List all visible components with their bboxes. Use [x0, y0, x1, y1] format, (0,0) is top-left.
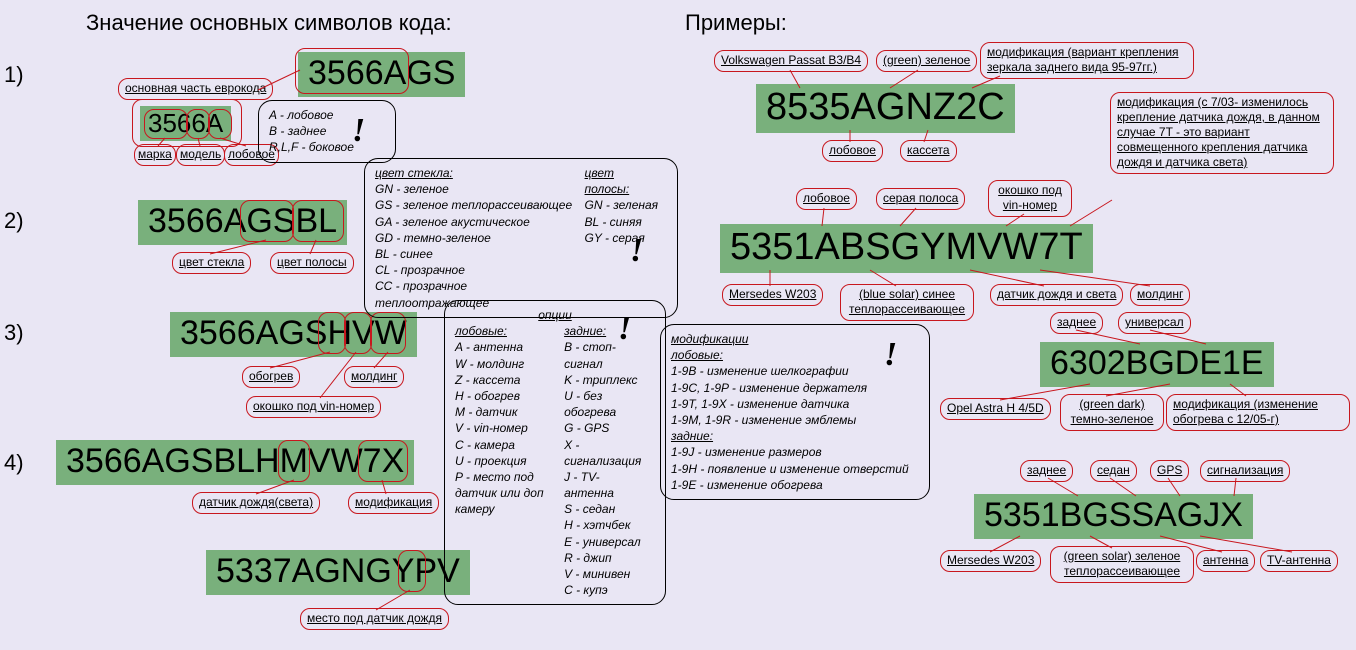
- bubble-mold: молдинг: [344, 366, 404, 388]
- legend-options: опции лобовые: A - антенна W - молдинг Z…: [444, 300, 666, 605]
- bubble-e4-car: Mersedes W203: [940, 550, 1041, 572]
- rownum-3: 3): [4, 320, 24, 346]
- bubble-vin: окошко под vin-номер: [246, 396, 381, 418]
- ring-bl: [292, 200, 344, 242]
- bubble-base-text: основная часть еврокода: [125, 81, 266, 95]
- rownum-1: 1): [4, 62, 24, 88]
- ring-base-on-c1: [295, 48, 409, 94]
- bubble-heat: обогрев: [242, 366, 300, 388]
- excl-4: !: [884, 336, 897, 374]
- bubble-mod: модификация: [348, 492, 439, 514]
- ring-v: [344, 312, 372, 354]
- bubble-e2-vin: окошко под vin-номер: [988, 180, 1072, 217]
- code-e1: 8535AGNZ2C: [756, 84, 1015, 133]
- ring-marka: [144, 109, 188, 139]
- bubble-stripecolor: цвет полосы: [270, 252, 354, 274]
- rownum-4: 4): [4, 450, 24, 476]
- code-e3: 6302BGDE1E: [1040, 342, 1274, 387]
- bubble-e4-tv: TV-антенна: [1260, 550, 1338, 572]
- bubble-rainplace: место под датчик дождя: [300, 608, 449, 630]
- bubble-e2-rain: датчик дождя и света: [990, 284, 1123, 306]
- bubble-e1-green: (green) зеленое: [876, 50, 977, 72]
- bubble-e3-rear: заднее: [1050, 312, 1103, 334]
- ring-gs: [240, 200, 294, 242]
- bubble-glasscolor: цвет стекла: [172, 252, 251, 274]
- bubble-e1-cass: кассета: [900, 140, 957, 162]
- ring-7x: [358, 440, 408, 482]
- bubble-model: модель: [176, 144, 225, 166]
- excl-2: !: [630, 232, 643, 270]
- bubble-e2-mold: молдинг: [1130, 284, 1190, 306]
- legend-abl: A - лобовое B - заднее R,L,F - боковое: [258, 100, 396, 163]
- bubble-e3-gd: (green dark) темно-зеленое: [1060, 394, 1164, 431]
- code-e4: 5351BGSSAGJX: [974, 494, 1253, 539]
- ring-m: [278, 440, 310, 482]
- bubble-e4-rear: заднее: [1020, 460, 1073, 482]
- bubble-e3-car: Opel Astra H 4/5D: [940, 398, 1051, 420]
- bubble-e3-mod: модификация (изменение обогрева с 12/05-…: [1166, 394, 1350, 431]
- bubble-e1-lobo: лобовое: [822, 140, 883, 162]
- rownum-2: 2): [4, 208, 24, 234]
- bubble-base: основная часть еврокода: [118, 78, 273, 100]
- title-right: Примеры:: [685, 10, 787, 36]
- ring-p: [398, 550, 426, 592]
- title-left: Значение основных символов кода:: [86, 10, 452, 36]
- excl-1: !: [352, 112, 365, 150]
- bubble-e4-sedan: седан: [1090, 460, 1137, 482]
- bubble-e2-mod: модификация (с 7/03- изменилось креплени…: [1110, 92, 1334, 174]
- bubble-rainsens: датчик дождя(света): [192, 492, 320, 514]
- bubble-e1-mod: модификация (вариант крепления зеркала з…: [980, 42, 1194, 79]
- bubble-e3-univ: универсал: [1118, 312, 1191, 334]
- code-e2: 5351ABSGYMVW7T: [720, 224, 1093, 273]
- ring-w: [370, 312, 406, 354]
- bubble-marka: марка: [134, 144, 176, 166]
- bubble-e4-ant: антенна: [1196, 550, 1255, 572]
- bubble-e2-lobo: лобовое: [796, 188, 857, 210]
- ring-model: [186, 109, 210, 139]
- bubble-e4-alarm: сигнализация: [1200, 460, 1290, 482]
- excl-3: !: [618, 310, 631, 348]
- ring-h: [318, 312, 346, 354]
- bubble-e2-blue: (blue solar) синее теплорассеивающее: [840, 284, 974, 321]
- bubble-e2-grey: серая полоса: [876, 188, 965, 210]
- bubble-e1-car: Volkswagen Passat B3/B4: [714, 50, 868, 72]
- bubble-e2-car: Mersedes W203: [722, 284, 823, 306]
- bubble-e4-gs: (green solar) зеленое теплорассеивающее: [1050, 546, 1194, 583]
- code-5: 5337AGNGYPV: [206, 550, 470, 595]
- ring-lobovoe: [208, 109, 232, 139]
- bubble-e4-gps: GPS: [1150, 460, 1189, 482]
